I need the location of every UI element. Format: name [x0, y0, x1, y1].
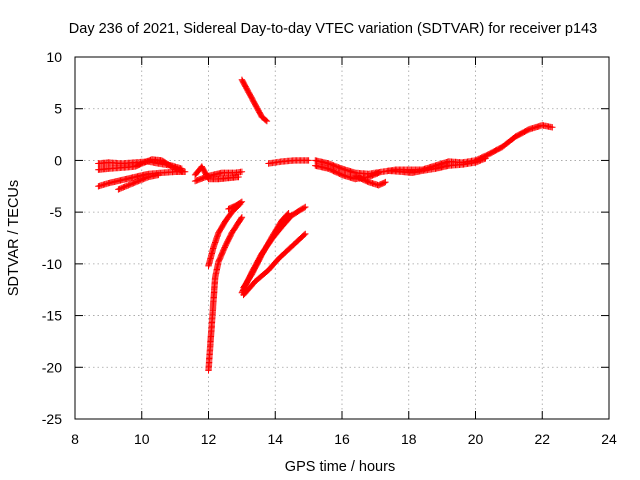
x-tick-label: 14: [267, 431, 283, 447]
series-track: [95, 156, 185, 174]
y-tick-label: -15: [42, 308, 62, 324]
data-point: [301, 204, 308, 211]
x-tick-label: 10: [134, 431, 150, 447]
data-point: [382, 178, 389, 186]
y-tick-labels: -25 -20 -15 -10 -5 0 5 10: [42, 49, 62, 427]
data-point: [302, 203, 309, 211]
x-tick-label: 20: [468, 431, 484, 447]
data-point: [238, 168, 246, 175]
data-point: [238, 214, 246, 221]
grid-lines: [75, 57, 609, 419]
data-point: [238, 215, 245, 222]
data-point: [263, 117, 271, 125]
x-tick-label: 12: [201, 431, 217, 447]
x-tick-label: 18: [401, 431, 417, 447]
series-track: [205, 214, 246, 374]
x-axis-title: GPS time / hours: [285, 459, 395, 475]
chart-title: Day 236 of 2021, Sidereal Day-to-day VTE…: [69, 21, 597, 37]
data-point: [262, 117, 270, 124]
data-point: [236, 201, 243, 208]
data-point: [284, 210, 291, 218]
x-tick-labels: 8 10 12 14 16 18 20 22 24: [71, 431, 617, 447]
series-track: [240, 230, 309, 299]
series-track: [191, 168, 246, 185]
series-track: [115, 171, 162, 193]
data-point: [301, 231, 308, 238]
series-track: [205, 200, 244, 270]
tick-marks: [74, 56, 610, 420]
x-tick-label: 24: [601, 431, 617, 447]
data-point: [549, 124, 556, 131]
data-point: [237, 200, 244, 208]
y-tick-label: -5: [50, 204, 63, 220]
data-point: [235, 173, 242, 181]
y-tick-label: -10: [42, 256, 62, 272]
series-track: [385, 155, 489, 176]
data-point: [305, 157, 312, 164]
series-track: [352, 172, 389, 189]
data-point: [482, 155, 489, 162]
data-point: [375, 169, 382, 176]
data-points: [95, 76, 556, 374]
x-tick-label: 16: [334, 431, 350, 447]
x-tick-label: 8: [71, 431, 79, 447]
series-track: [265, 157, 312, 167]
x-tick-label: 22: [534, 431, 550, 447]
y-tick-label: 0: [54, 152, 62, 168]
data-point: [374, 170, 381, 177]
y-tick-label: 5: [54, 101, 62, 117]
data-point: [155, 171, 162, 179]
data-point: [381, 179, 388, 186]
data-point: [302, 230, 309, 238]
data-point: [285, 210, 292, 217]
series-track: [238, 76, 271, 125]
y-tick-label: 10: [46, 49, 62, 65]
data-point: [181, 168, 189, 175]
y-tick-label: -25: [42, 411, 62, 427]
y-tick-label: -20: [42, 359, 62, 375]
series-track: [240, 210, 292, 291]
y-axis-title: SDTVAR / TECUs: [6, 180, 22, 296]
